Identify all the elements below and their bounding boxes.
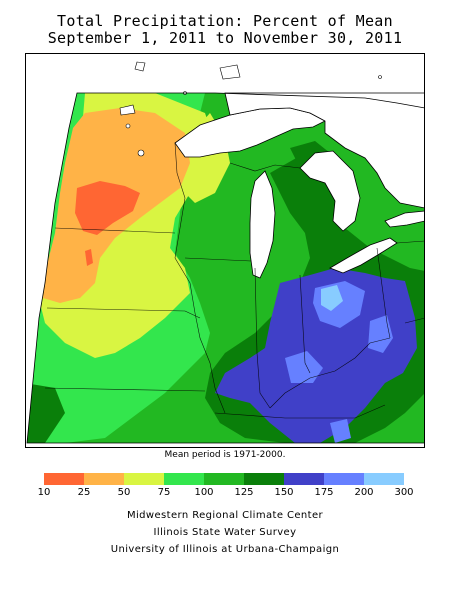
legend-tick-200: 200	[354, 487, 374, 498]
precipitation-map	[25, 53, 425, 448]
map-boundary	[26, 92, 425, 444]
credit-line-2: Illinois State Water Survey	[153, 527, 297, 538]
legend-tick-labels: 10 25 50 75 100 125 150 175 200 300	[0, 487, 450, 501]
legend-tick-150: 150	[274, 487, 294, 498]
map-title-line-2: September 1, 2011 to November 30, 2011	[47, 29, 403, 47]
legend-swatch-25-50	[84, 473, 124, 485]
legend-tick-25: 25	[77, 487, 91, 498]
color-legend	[44, 473, 404, 485]
lake-huron	[299, 150, 361, 232]
mean-period-note: Mean period is 1971-2000.	[164, 450, 286, 460]
credit-line-3: University of Illinois at Urbana-Champai…	[110, 544, 340, 555]
legend-swatch-150-175	[284, 473, 324, 485]
legend-tick-300: 300	[394, 487, 414, 498]
lake-michigan	[249, 170, 276, 279]
legend-swatch-100-125	[204, 473, 244, 485]
canada-area	[224, 92, 425, 209]
map-frame-border	[25, 53, 425, 448]
zone-175-200-d	[330, 419, 351, 443]
legend-tick-75: 75	[157, 487, 171, 498]
state-borders	[44, 142, 425, 419]
legend-tick-175: 175	[314, 487, 334, 498]
legend-tick-125: 125	[234, 487, 254, 498]
legend-swatch-125-150	[244, 473, 284, 485]
lake-ontario	[384, 210, 425, 228]
zone-200-300	[321, 285, 343, 311]
legend-swatch-75-100	[164, 473, 204, 485]
legend-swatch-200-300	[364, 473, 404, 485]
legend-swatch-175-200	[324, 473, 364, 485]
zone-10-25-small	[85, 249, 93, 266]
zone-125-150-west	[27, 383, 65, 443]
map-title-line-1: Total Precipitation: Percent of Mean	[57, 12, 393, 30]
zone-150-175	[215, 268, 417, 443]
islands	[119, 61, 382, 157]
zone-175-200-b	[368, 315, 393, 353]
legend-swatch-10-25	[44, 473, 84, 485]
legend-tick-100: 100	[194, 487, 214, 498]
credit-line-1: Midwestern Regional Climate Center	[126, 510, 324, 521]
legend-tick-10: 10	[37, 487, 51, 498]
legend-tick-50: 50	[117, 487, 131, 498]
zone-10-25	[75, 181, 140, 235]
legend-swatch-50-75	[124, 473, 164, 485]
zone-175-200-c	[285, 351, 323, 383]
